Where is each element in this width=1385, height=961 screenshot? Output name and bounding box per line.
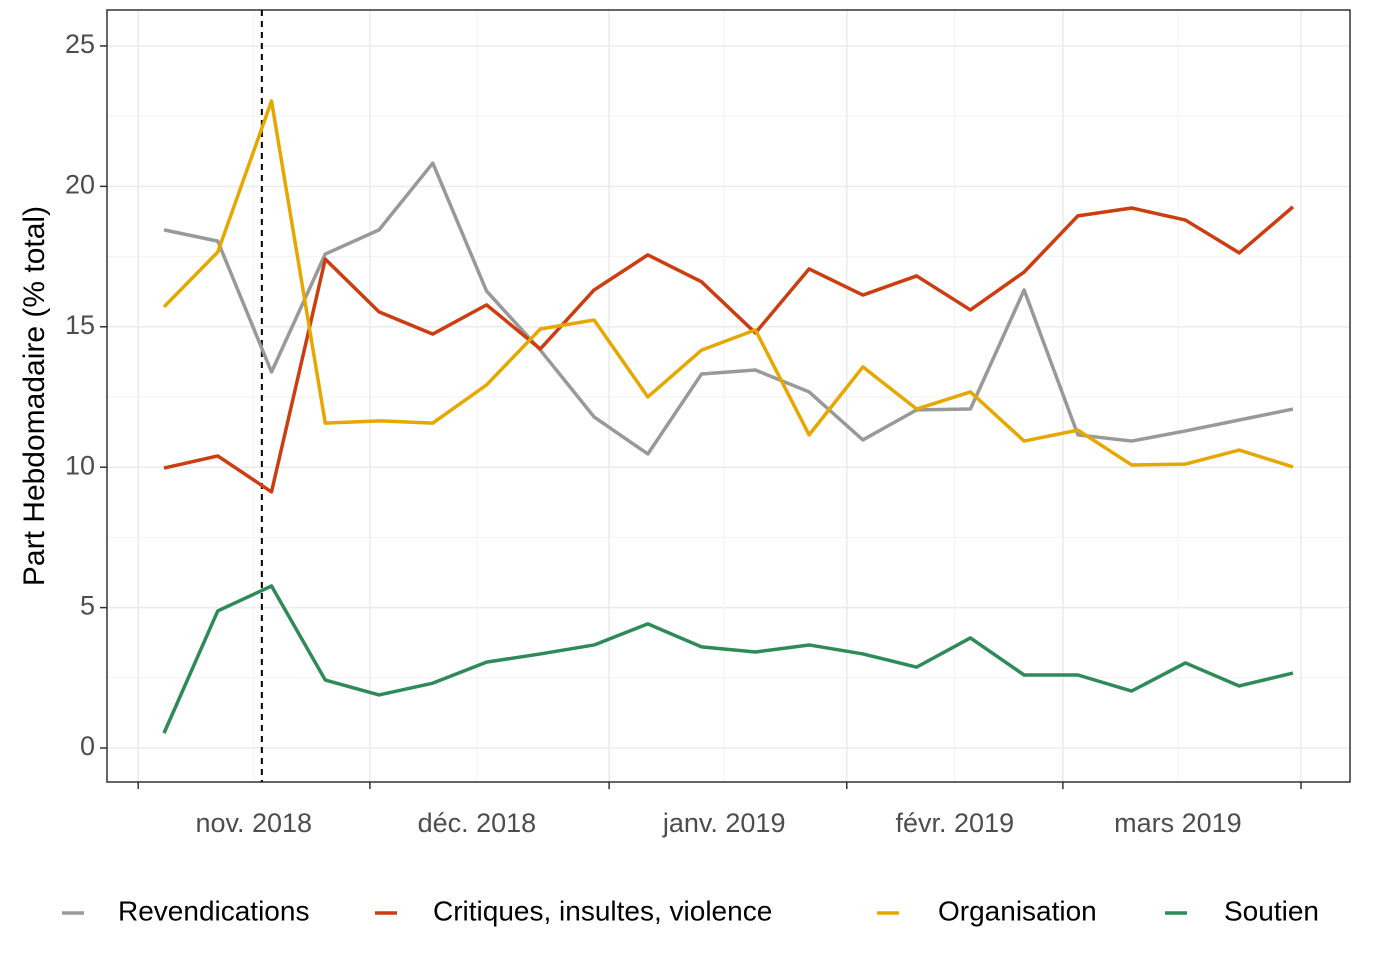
- legend-label: Revendications: [118, 895, 309, 926]
- x-tick-label: déc. 2018: [418, 808, 537, 838]
- x-tick-label: mars 2019: [1114, 808, 1242, 838]
- y-tick-label: 0: [80, 731, 95, 761]
- y-tick-label: 15: [65, 310, 95, 340]
- line-series: [163, 205, 1295, 494]
- y-axis-title: Part Hebdomadaire (% total): [18, 206, 51, 586]
- line-series: [163, 161, 1294, 456]
- panel-border: [106, 9, 1351, 783]
- legend-label: Critiques, insultes, violence: [433, 895, 772, 926]
- x-tick-label: nov. 2018: [195, 808, 312, 838]
- y-tick-label: 20: [65, 169, 95, 199]
- x-tick-label: févr. 2019: [896, 808, 1015, 838]
- line-series: [162, 584, 1294, 734]
- line-series: [162, 99, 1294, 469]
- legend-label: Soutien: [1224, 895, 1319, 926]
- y-tick-label: 25: [65, 29, 95, 59]
- legend-label: Organisation: [938, 895, 1097, 926]
- y-tick-label: 10: [65, 450, 95, 480]
- y-tick-label: 5: [80, 591, 95, 621]
- x-tick-label: janv. 2019: [662, 808, 786, 838]
